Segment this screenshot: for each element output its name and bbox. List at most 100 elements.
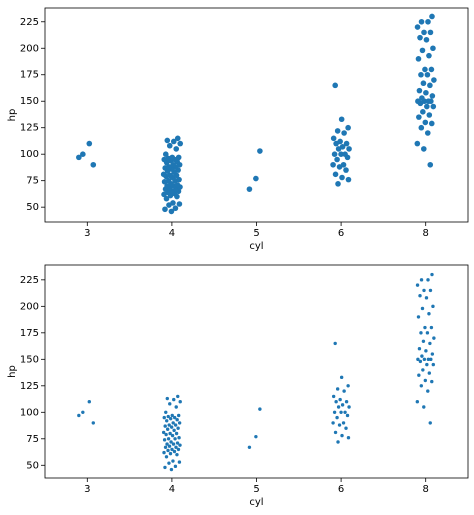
point xyxy=(173,464,178,469)
point xyxy=(343,167,349,173)
y-axis-label: hp xyxy=(7,109,18,122)
point xyxy=(416,315,421,319)
x-tick-label: 6 xyxy=(338,484,344,495)
point xyxy=(176,413,181,418)
point xyxy=(420,146,427,152)
point xyxy=(344,426,348,430)
point xyxy=(173,415,177,420)
point xyxy=(429,13,435,20)
point xyxy=(418,124,425,131)
point xyxy=(426,112,433,118)
point xyxy=(418,294,422,298)
point xyxy=(346,146,352,152)
point xyxy=(176,201,183,207)
point xyxy=(422,119,429,126)
point xyxy=(427,312,431,316)
point xyxy=(168,451,173,456)
point xyxy=(414,140,421,147)
point xyxy=(427,371,432,375)
point xyxy=(422,66,428,73)
y-axis-label: hp xyxy=(7,365,18,378)
point xyxy=(160,171,167,178)
point xyxy=(175,452,179,457)
y-tick-label: 75 xyxy=(26,434,39,445)
point xyxy=(421,368,425,372)
point xyxy=(415,98,421,105)
point xyxy=(431,362,436,367)
point xyxy=(424,71,431,78)
point xyxy=(335,181,341,187)
point xyxy=(337,423,342,427)
x-tick-label: 3 xyxy=(84,484,90,495)
point xyxy=(161,430,166,435)
point xyxy=(170,433,175,438)
point xyxy=(419,47,426,54)
point xyxy=(424,103,430,110)
point xyxy=(419,278,424,282)
point xyxy=(423,89,429,96)
point xyxy=(165,396,169,401)
y-tick-label: 225 xyxy=(20,17,39,28)
point xyxy=(417,347,422,351)
point xyxy=(430,379,434,384)
point xyxy=(163,445,168,449)
point xyxy=(166,437,171,441)
point xyxy=(165,419,169,423)
point xyxy=(172,397,176,402)
point xyxy=(175,441,180,445)
point xyxy=(172,449,177,454)
y-tick-label: 100 xyxy=(20,407,39,418)
point xyxy=(342,151,348,157)
point xyxy=(335,387,340,391)
point xyxy=(173,437,177,441)
x-tick-label: 8 xyxy=(423,228,429,239)
point xyxy=(339,174,345,181)
point xyxy=(422,357,427,362)
x-tick-label: 6 xyxy=(338,228,344,239)
point xyxy=(162,415,166,420)
point xyxy=(81,410,85,414)
point xyxy=(169,440,173,444)
point xyxy=(76,154,82,161)
point xyxy=(165,442,169,446)
point xyxy=(418,71,424,78)
point xyxy=(171,442,176,446)
point xyxy=(427,161,434,168)
point xyxy=(346,436,351,440)
point xyxy=(336,405,341,409)
point xyxy=(163,195,170,202)
point xyxy=(344,400,349,404)
point xyxy=(342,389,346,393)
point xyxy=(177,460,182,464)
point xyxy=(337,138,343,145)
point xyxy=(340,433,344,438)
point xyxy=(426,278,430,282)
point xyxy=(429,325,434,330)
point xyxy=(162,450,166,455)
point xyxy=(176,394,180,399)
point xyxy=(331,421,335,425)
point xyxy=(340,403,345,407)
y-tick-label: 175 xyxy=(20,328,39,339)
point xyxy=(426,389,430,393)
point xyxy=(415,400,420,404)
point xyxy=(246,186,253,192)
point xyxy=(172,205,179,212)
point xyxy=(258,407,262,411)
point xyxy=(414,24,421,30)
point xyxy=(333,341,337,346)
point xyxy=(338,151,344,157)
point xyxy=(430,45,436,52)
point xyxy=(169,425,174,429)
point xyxy=(170,447,174,452)
point xyxy=(163,424,167,428)
point xyxy=(174,405,178,409)
point xyxy=(420,354,424,358)
x-tick-label: 3 xyxy=(84,228,90,239)
point xyxy=(333,430,338,435)
y-tick-label: 150 xyxy=(20,96,39,107)
plot-frame xyxy=(44,7,469,223)
point xyxy=(415,56,422,62)
point xyxy=(415,283,420,287)
